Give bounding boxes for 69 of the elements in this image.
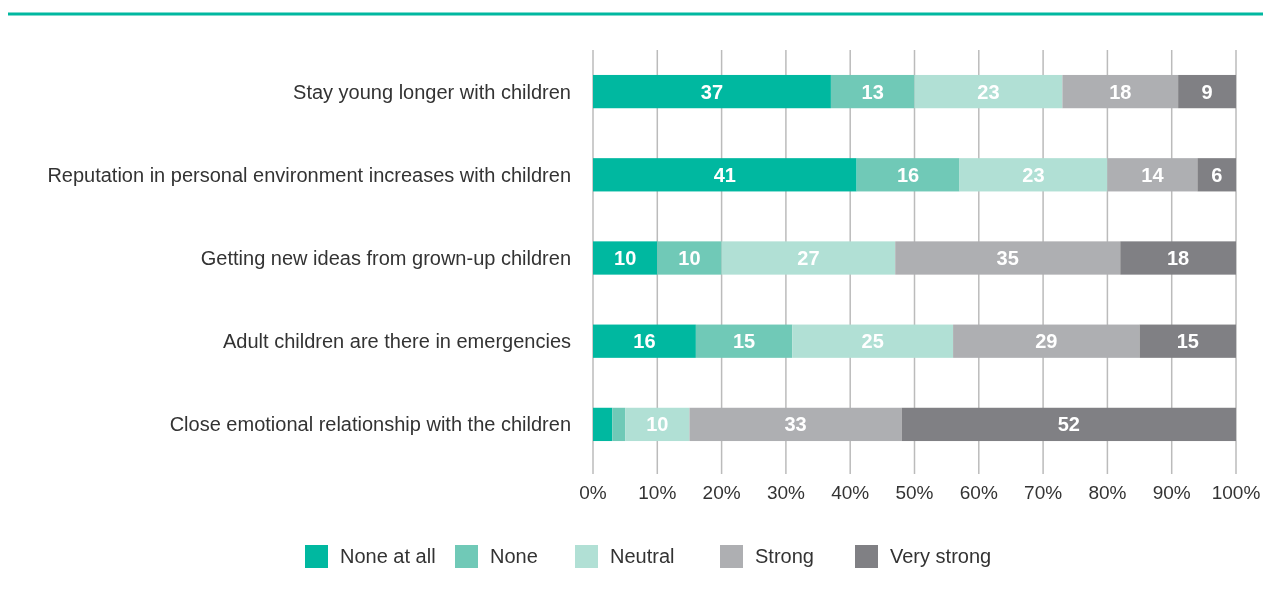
bar bbox=[1139, 324, 1236, 358]
x-tick-label: 100% bbox=[1211, 481, 1261, 503]
x-tick-label: 20% bbox=[702, 481, 741, 503]
bar bbox=[593, 74, 831, 109]
bar bbox=[901, 407, 1236, 442]
bar bbox=[1120, 241, 1236, 275]
bar bbox=[914, 74, 1063, 109]
y-tick-label: Adult children are there in emergencies bbox=[223, 330, 571, 353]
data-label: 10 bbox=[614, 247, 637, 269]
bar bbox=[593, 241, 658, 275]
bar bbox=[721, 241, 896, 275]
bar bbox=[612, 407, 626, 442]
x-tick-label: 0% bbox=[579, 481, 607, 503]
y-tick-label: Getting new ideas from grown-up children bbox=[200, 247, 571, 269]
bar bbox=[593, 158, 857, 192]
bar bbox=[695, 324, 793, 358]
data-label: 27 bbox=[797, 247, 820, 269]
bar bbox=[856, 158, 960, 192]
data-label: 37 bbox=[700, 80, 724, 103]
bar bbox=[1107, 158, 1198, 192]
data-label: 16 bbox=[633, 330, 656, 353]
y-tick-label: Close emotional relationship with the children bbox=[169, 413, 571, 436]
data-label: 33 bbox=[784, 413, 807, 436]
data-label: 15 bbox=[1176, 330, 1199, 353]
data-label: 18 bbox=[1109, 80, 1132, 103]
data-label: 29 bbox=[1035, 330, 1058, 353]
data-label: 41 bbox=[713, 163, 736, 186]
bar bbox=[895, 241, 1121, 275]
bar bbox=[830, 74, 915, 109]
y-tick-label: Stay young longer with children bbox=[293, 80, 571, 103]
x-tick-label: 40% bbox=[831, 481, 870, 503]
data-label: 23 bbox=[977, 80, 1000, 103]
legend-label: Strong bbox=[755, 545, 814, 567]
legend-label: Neutral bbox=[610, 545, 675, 567]
bar bbox=[1062, 74, 1179, 109]
x-tick-label: 70% bbox=[1024, 481, 1063, 503]
data-label: 13 bbox=[861, 80, 884, 103]
legend-label: Very strong bbox=[890, 545, 992, 567]
data-label: 10 bbox=[646, 413, 669, 436]
bar bbox=[1197, 158, 1236, 192]
data-label: 52 bbox=[1057, 413, 1080, 436]
bar bbox=[593, 407, 613, 442]
bar bbox=[657, 241, 722, 275]
data-label: 18 bbox=[1167, 247, 1190, 269]
x-tick-label: 30% bbox=[766, 481, 806, 503]
data-label: 16 bbox=[896, 163, 920, 186]
legend-label: None at all bbox=[340, 545, 436, 567]
data-label: 9 bbox=[1201, 80, 1213, 103]
x-tick-label: 50% bbox=[895, 481, 934, 503]
x-tick-label: 90% bbox=[1152, 481, 1191, 503]
x-tick-label: 80% bbox=[1088, 481, 1127, 503]
bar bbox=[792, 324, 954, 358]
bar bbox=[1178, 74, 1236, 109]
bar bbox=[593, 324, 696, 358]
data-label: 15 bbox=[732, 330, 756, 353]
data-label: 6 bbox=[1211, 163, 1223, 186]
y-tick-label: Reputation in personal environment increases with children bbox=[47, 163, 571, 186]
bar bbox=[953, 324, 1140, 358]
data-label: 35 bbox=[996, 247, 1019, 269]
bar bbox=[959, 158, 1108, 192]
bar bbox=[625, 407, 690, 442]
data-label: 25 bbox=[861, 330, 884, 353]
legend-label: None bbox=[490, 545, 538, 567]
data-label: 23 bbox=[1022, 163, 1045, 186]
data-label: 14 bbox=[1141, 163, 1165, 186]
data-label: 10 bbox=[678, 247, 701, 269]
x-tick-label: 10% bbox=[638, 481, 677, 503]
bar bbox=[689, 407, 902, 442]
x-tick-label: 60% bbox=[959, 481, 998, 503]
